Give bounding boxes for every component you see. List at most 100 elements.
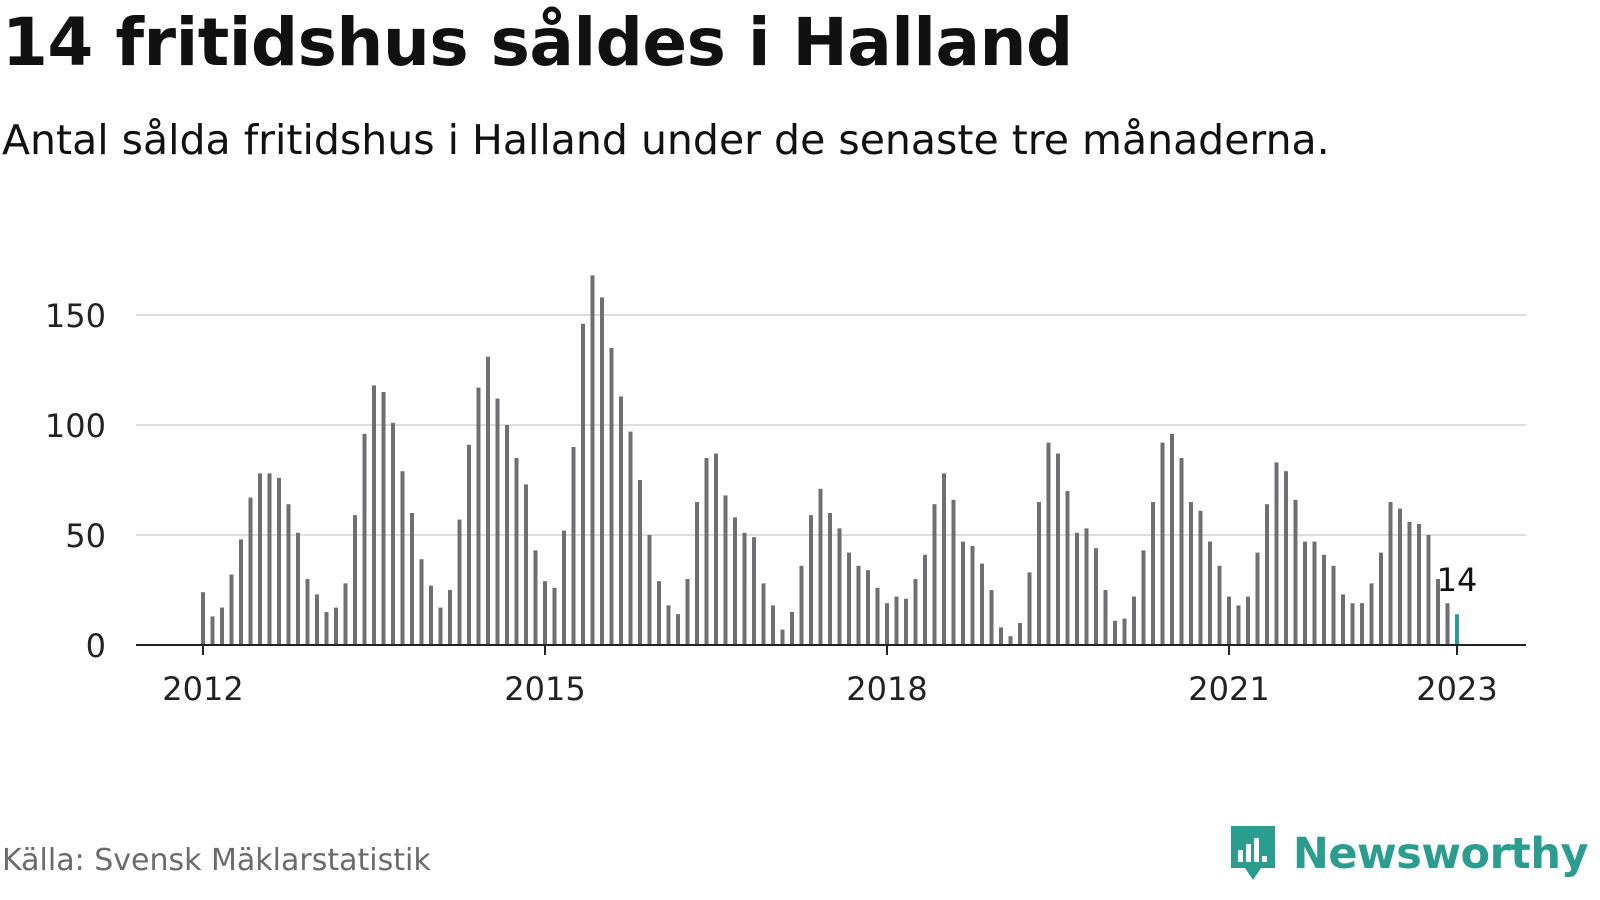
bar bbox=[742, 532, 747, 645]
bar bbox=[752, 537, 756, 645]
bar bbox=[543, 581, 547, 645]
bar bbox=[733, 517, 737, 645]
bar bbox=[647, 535, 652, 645]
bar bbox=[1037, 502, 1041, 645]
bar bbox=[1065, 491, 1070, 645]
bar bbox=[552, 587, 557, 645]
bar bbox=[400, 471, 405, 645]
bar bbox=[562, 530, 566, 645]
bar bbox=[771, 605, 775, 645]
bar bbox=[1170, 433, 1174, 645]
bar bbox=[1246, 596, 1250, 645]
bar bbox=[866, 570, 870, 645]
newsworthy-logo-icon bbox=[1230, 826, 1275, 880]
bar bbox=[1436, 579, 1440, 645]
x-tick-label: 2021 bbox=[1188, 670, 1269, 708]
bar bbox=[685, 579, 690, 645]
bar bbox=[239, 539, 243, 645]
bar bbox=[1341, 594, 1345, 645]
bar bbox=[818, 488, 823, 645]
bar bbox=[1265, 504, 1269, 645]
bar bbox=[248, 497, 253, 645]
x-tick-label: 2012 bbox=[162, 670, 243, 708]
bar bbox=[476, 387, 481, 645]
bar bbox=[1103, 590, 1108, 645]
bar bbox=[1331, 565, 1336, 645]
bar bbox=[894, 596, 899, 645]
bar bbox=[780, 629, 785, 645]
bar bbox=[1189, 502, 1193, 645]
bar bbox=[457, 519, 462, 645]
bar bbox=[1056, 453, 1060, 645]
bar bbox=[923, 554, 927, 645]
bar bbox=[676, 614, 680, 645]
bar bbox=[1160, 442, 1165, 645]
labels: 0 50 100 150 2012 2015 2018 2021 2023 14 bbox=[45, 297, 1498, 708]
bar bbox=[1274, 462, 1279, 645]
bar bbox=[1388, 502, 1393, 645]
bar bbox=[1122, 618, 1127, 645]
bar bbox=[210, 616, 215, 645]
bar bbox=[410, 513, 414, 645]
chart-subtitle: Antal sålda fritidshus i Halland under d… bbox=[2, 116, 1330, 164]
bar bbox=[1417, 524, 1421, 645]
bar bbox=[429, 585, 433, 645]
chart-title: 14 fritidshus såldes i Halland bbox=[2, 4, 1073, 81]
bar bbox=[343, 583, 348, 645]
bar bbox=[1236, 605, 1241, 645]
bar bbox=[761, 583, 766, 645]
bar bbox=[486, 356, 490, 645]
bar bbox=[1255, 552, 1260, 645]
bar bbox=[904, 598, 908, 645]
bar bbox=[875, 587, 880, 645]
newsworthy-brand[interactable]: Newsworthy bbox=[1227, 822, 1589, 886]
bar bbox=[448, 590, 452, 645]
bar bbox=[1198, 510, 1203, 645]
y-tick-label: 150 bbox=[45, 297, 106, 335]
bar bbox=[600, 297, 604, 645]
bar bbox=[1094, 548, 1098, 645]
bar bbox=[799, 565, 804, 645]
bar bbox=[286, 504, 291, 645]
bar bbox=[695, 502, 699, 645]
bar bbox=[951, 499, 956, 645]
bar bbox=[619, 396, 623, 645]
bar bbox=[495, 398, 500, 645]
x-tick-label: 2015 bbox=[504, 670, 585, 708]
bar bbox=[970, 546, 975, 645]
bar bbox=[372, 385, 376, 645]
bar bbox=[1217, 565, 1222, 645]
bar bbox=[581, 323, 585, 645]
bar bbox=[1027, 572, 1032, 645]
bar bbox=[229, 574, 234, 645]
bar bbox=[571, 447, 576, 645]
bar bbox=[1293, 499, 1298, 645]
bar bbox=[942, 473, 946, 645]
bar bbox=[837, 528, 842, 645]
bars bbox=[201, 275, 1459, 645]
bar bbox=[1132, 596, 1136, 645]
bar bbox=[324, 612, 329, 645]
bar bbox=[1407, 521, 1412, 645]
y-tick-label: 50 bbox=[65, 517, 106, 555]
highlight-value-label: 14 bbox=[1437, 561, 1478, 599]
bar bbox=[809, 515, 813, 645]
bar bbox=[201, 592, 205, 645]
bar bbox=[1379, 552, 1383, 645]
bar bbox=[334, 607, 338, 645]
bar bbox=[932, 504, 937, 645]
bar bbox=[913, 579, 918, 645]
bar bbox=[999, 627, 1003, 645]
bar bbox=[1426, 535, 1431, 645]
bar bbox=[723, 495, 728, 645]
axes bbox=[136, 644, 1526, 655]
bar bbox=[657, 581, 661, 645]
bar bbox=[828, 513, 832, 645]
bar bbox=[315, 594, 319, 645]
bar bbox=[277, 477, 281, 645]
bar bbox=[220, 607, 224, 645]
bar bbox=[1113, 620, 1117, 645]
bar bbox=[590, 275, 595, 645]
bar bbox=[419, 559, 424, 645]
